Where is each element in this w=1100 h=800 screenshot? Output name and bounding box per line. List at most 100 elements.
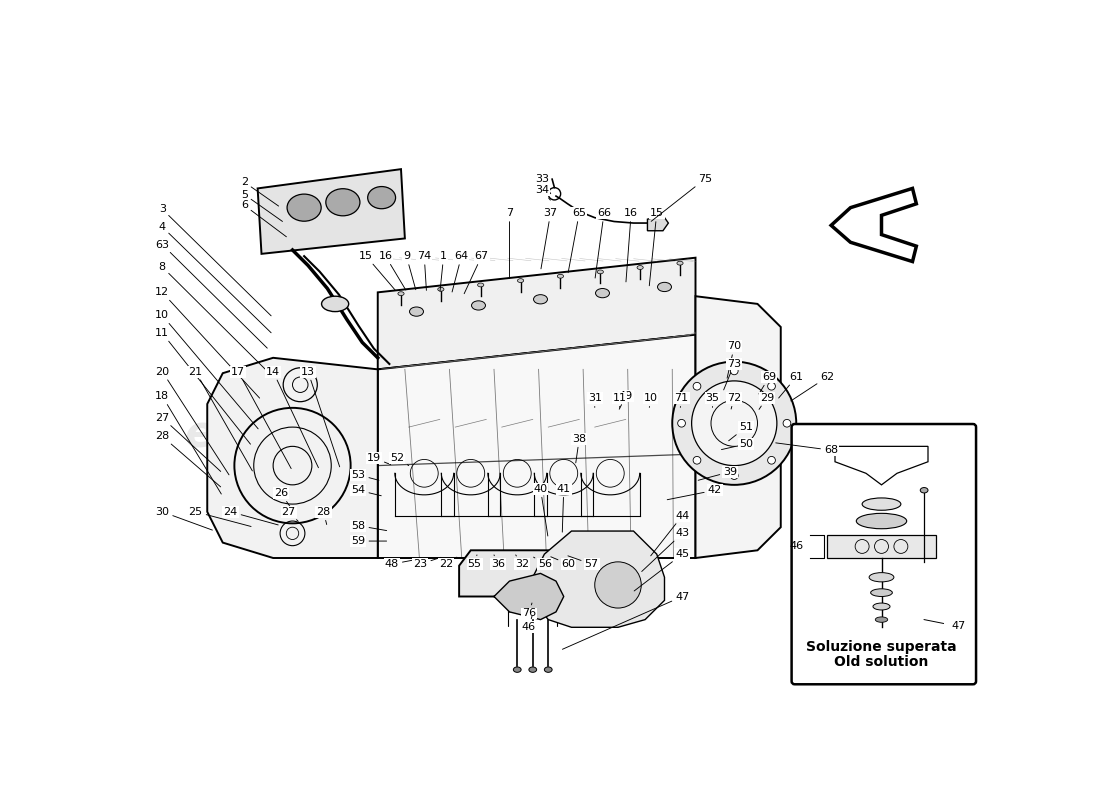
Ellipse shape [595,289,609,298]
Text: 16: 16 [378,251,406,290]
Text: 67: 67 [464,251,488,294]
Ellipse shape [287,194,321,222]
Polygon shape [257,169,405,254]
Text: 49: 49 [618,391,632,410]
Ellipse shape [862,498,901,510]
Text: 2: 2 [241,178,278,206]
Polygon shape [532,531,664,627]
Polygon shape [695,296,781,558]
Circle shape [783,419,791,427]
Ellipse shape [869,573,894,582]
Text: 68: 68 [776,443,838,455]
Ellipse shape [529,667,537,672]
Text: 42: 42 [668,486,722,500]
Text: 14: 14 [266,366,318,468]
Text: 27: 27 [282,507,298,522]
Text: 59: 59 [351,536,386,546]
Text: 31: 31 [587,393,602,407]
Ellipse shape [409,307,424,316]
Circle shape [693,382,701,390]
Circle shape [768,382,776,390]
Ellipse shape [921,487,928,493]
Text: 11: 11 [613,393,627,407]
Text: 23: 23 [414,558,441,569]
Text: 44: 44 [651,510,690,556]
Text: 10: 10 [155,310,258,429]
Text: 39: 39 [698,466,737,480]
Ellipse shape [477,283,484,287]
Text: 17: 17 [231,366,292,469]
Text: 15: 15 [649,208,663,286]
Text: 46: 46 [790,542,804,551]
Ellipse shape [438,287,444,291]
Text: 52: 52 [390,453,409,466]
Polygon shape [494,574,563,619]
Ellipse shape [871,589,892,597]
Text: 53: 53 [351,470,378,480]
Text: 57: 57 [568,556,598,569]
Text: 19: 19 [366,453,390,465]
Ellipse shape [398,292,404,295]
Text: eurospares: eurospares [185,414,465,456]
Circle shape [693,457,701,464]
Text: 76: 76 [521,603,536,618]
Text: 72: 72 [727,393,741,409]
Text: 60: 60 [551,557,575,569]
Text: 62: 62 [791,372,834,401]
Text: 35: 35 [705,393,719,407]
Text: 18: 18 [155,391,221,494]
Text: 8: 8 [158,262,267,371]
Text: 51: 51 [728,422,752,441]
Text: 63: 63 [155,240,267,348]
Text: 12: 12 [155,287,260,398]
Text: 28: 28 [155,431,221,487]
Ellipse shape [658,282,671,291]
Text: 41: 41 [557,484,571,532]
Ellipse shape [676,262,683,265]
Circle shape [672,362,796,485]
Text: eurospares: eurospares [492,414,772,456]
Text: 75: 75 [651,174,712,222]
Ellipse shape [367,186,396,209]
Text: 45: 45 [635,549,690,591]
Circle shape [692,381,777,466]
Text: 64: 64 [452,251,469,292]
Ellipse shape [326,189,360,216]
FancyBboxPatch shape [792,424,976,684]
Text: 22: 22 [439,557,456,569]
Text: 56: 56 [534,557,552,569]
Text: 33: 33 [535,174,551,194]
Circle shape [768,457,776,464]
Circle shape [595,562,641,608]
Ellipse shape [856,514,906,529]
Circle shape [730,472,738,479]
Text: 50: 50 [722,439,752,450]
Text: 4: 4 [158,222,271,333]
Circle shape [730,367,738,374]
Ellipse shape [517,278,524,282]
Text: 46: 46 [521,616,536,632]
Text: 73: 73 [724,359,741,390]
Text: 10: 10 [644,393,658,407]
Ellipse shape [637,266,644,270]
Text: 70: 70 [727,342,741,378]
Text: 25: 25 [188,507,251,526]
Text: 55: 55 [468,555,482,569]
Text: 74: 74 [417,251,431,290]
Ellipse shape [534,294,548,304]
Text: 34: 34 [535,185,550,200]
Polygon shape [377,258,695,370]
Text: 26: 26 [274,488,295,514]
Text: 37: 37 [541,208,558,269]
Text: 24: 24 [223,507,278,525]
Text: 66: 66 [595,208,612,278]
Text: 54: 54 [351,486,382,496]
Polygon shape [459,550,634,597]
Text: Soluzione superata: Soluzione superata [806,639,957,654]
Text: 1: 1 [440,251,447,291]
Text: 9: 9 [403,251,416,290]
Text: 38: 38 [572,434,586,463]
Ellipse shape [558,274,563,278]
Text: 40: 40 [534,484,548,536]
Circle shape [678,419,685,427]
